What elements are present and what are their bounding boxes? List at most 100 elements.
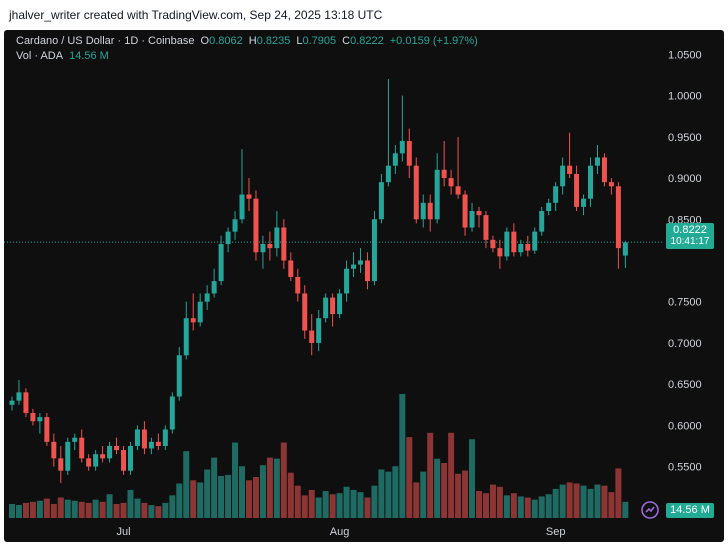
symbol-legend: Cardano / US Dollar · 1D · Coinbase O0.80… <box>16 35 478 47</box>
volume-bar <box>22 502 29 518</box>
volume-bar <box>462 470 469 518</box>
volume-bar <box>259 465 266 518</box>
volume-bar <box>455 473 462 518</box>
candle-body <box>218 243 224 282</box>
candle-body <box>134 429 140 446</box>
candle-body <box>58 458 64 471</box>
candle-body <box>211 281 217 294</box>
x-tick-label: Aug <box>330 526 350 538</box>
volume-bar <box>197 482 204 518</box>
candle-body <box>232 219 238 232</box>
candle-body <box>176 355 182 397</box>
volume-bar <box>392 466 399 518</box>
candle-body <box>615 186 621 249</box>
volume-bar <box>399 394 406 518</box>
volume-bar <box>622 501 629 518</box>
price-chart[interactable]: 1.05001.00000.95000.90000.85000.75000.70… <box>4 30 724 542</box>
volume-bar <box>559 484 566 518</box>
candle-body <box>288 260 294 277</box>
candle-body <box>455 186 461 195</box>
candle-body <box>302 293 308 331</box>
candle-body <box>183 318 189 356</box>
volume-bar <box>434 458 441 518</box>
candle-body <box>281 227 287 261</box>
volume-bar <box>211 457 218 518</box>
candle-body <box>72 437 78 442</box>
candle-body <box>86 458 92 467</box>
last-price-value: 0.8222 <box>673 224 707 236</box>
candle-body <box>511 231 517 253</box>
volume-bar <box>496 486 503 518</box>
candle-body <box>330 297 336 315</box>
volume-bar <box>183 451 190 518</box>
volume-bar <box>385 471 392 518</box>
tradingview-logo-icon[interactable] <box>640 500 660 520</box>
volume-bar <box>566 482 573 518</box>
volume-bar <box>615 468 622 518</box>
chart-panel[interactable]: 1.0500 1.0000 0.9500 0.9000 0.8500 0.7500 0.70… <box>4 30 724 542</box>
volume-bar <box>15 505 22 518</box>
volume-bar <box>113 503 120 518</box>
candle-body <box>581 198 587 207</box>
volume-bar <box>225 474 232 518</box>
volume-bar <box>280 442 287 518</box>
volume-bar <box>448 432 455 518</box>
x-tick-label: Jul <box>116 526 130 538</box>
volume-bar <box>475 491 482 518</box>
y-tick-label: 0.5500 <box>668 462 702 474</box>
volume-bar <box>148 505 155 518</box>
candle-body <box>378 182 384 220</box>
candle-body <box>406 140 412 166</box>
candle-body <box>274 227 280 249</box>
candle-body <box>601 157 607 183</box>
volume-bar <box>517 496 524 518</box>
candle-body <box>546 202 552 212</box>
volume-bar <box>343 486 350 518</box>
volume-bar <box>232 442 239 518</box>
volume-bar <box>378 469 385 518</box>
volume-bar <box>441 463 448 518</box>
candle-body <box>309 330 315 343</box>
candle-body <box>594 157 600 166</box>
candle-body <box>9 400 15 405</box>
candle-body <box>148 441 154 449</box>
volume-bar <box>503 495 510 518</box>
volume-bar <box>601 485 608 518</box>
candle-body <box>37 417 43 422</box>
y-tick-label: 1.0000 <box>668 91 702 103</box>
candle-body <box>483 215 489 240</box>
y-tick-label: 0.7000 <box>668 338 702 350</box>
candle-body <box>567 165 573 174</box>
volume-bar <box>364 497 371 518</box>
candle-body <box>141 429 147 449</box>
volume-bar <box>71 500 78 518</box>
volume-bar <box>538 496 545 518</box>
volume-bar <box>127 489 134 518</box>
volume-bar <box>176 483 183 518</box>
candle-body <box>539 211 545 232</box>
volume-bar <box>420 471 427 518</box>
candle-body <box>323 297 329 319</box>
volume-bar <box>106 494 113 518</box>
candle-body <box>30 412 36 422</box>
close-value: 0.8222 <box>350 35 384 47</box>
volume-bar <box>64 499 71 518</box>
volume-bar <box>308 489 315 518</box>
candle-body <box>16 392 22 401</box>
high-value: 0.8235 <box>256 35 291 47</box>
y-tick-label: 1.0500 <box>668 49 702 61</box>
candle-body <box>155 441 161 446</box>
y-tick-label: 0.6000 <box>668 420 702 432</box>
candle-body <box>79 437 85 459</box>
volume-bar <box>482 493 489 518</box>
close-label: C <box>342 35 351 47</box>
volume-bar <box>545 494 552 518</box>
volume-bar <box>92 499 99 518</box>
volume-bar <box>406 437 413 518</box>
volume-legend: Vol · ADA 14.56 M <box>16 50 109 62</box>
volume-bar <box>29 501 36 518</box>
change-value: +0.0159 (+1.97%) <box>389 35 478 47</box>
candle-body <box>253 198 259 253</box>
candle-body <box>525 243 531 251</box>
volume-bar <box>287 472 294 518</box>
